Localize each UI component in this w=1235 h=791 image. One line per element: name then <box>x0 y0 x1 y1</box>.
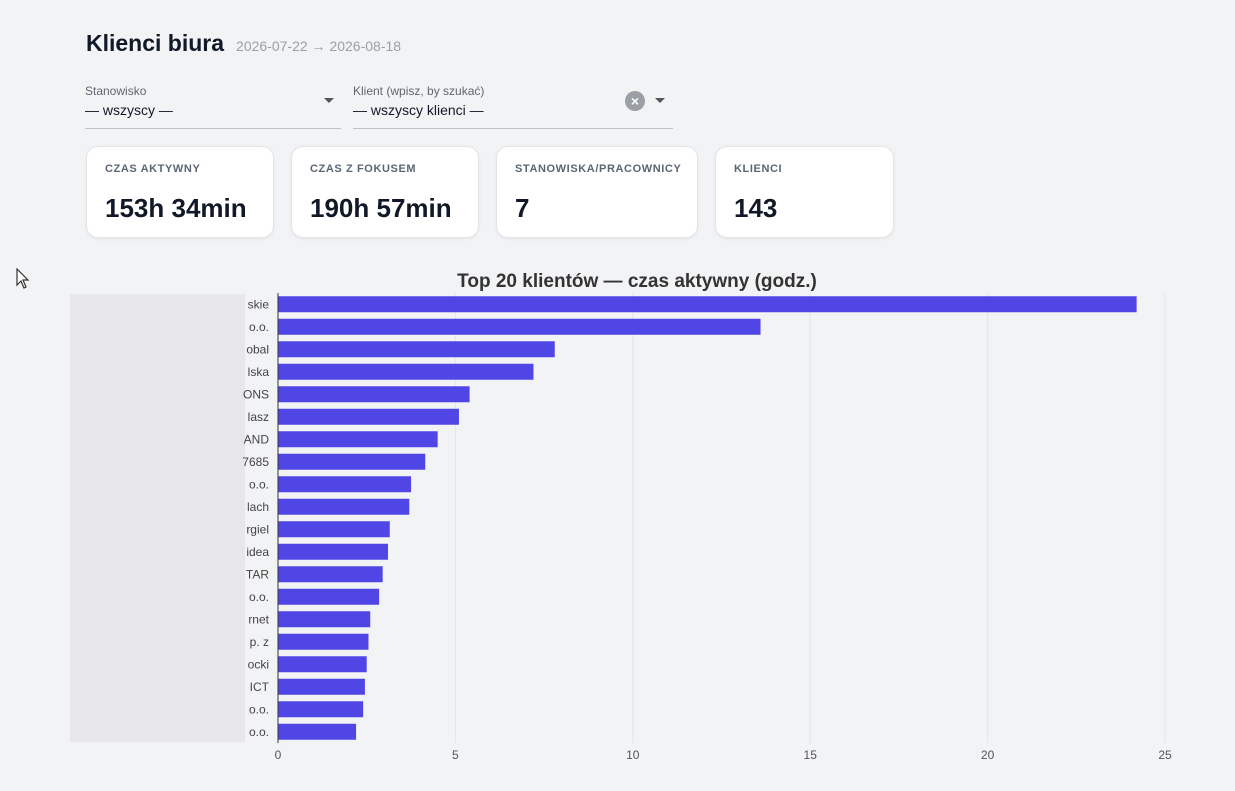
bar <box>278 611 371 628</box>
x-tick-label: 15 <box>804 748 818 762</box>
bar <box>278 633 369 650</box>
bar <box>278 588 380 605</box>
chevron-down-icon[interactable] <box>655 98 665 103</box>
bar <box>278 341 555 358</box>
category-label: lasz <box>248 410 269 424</box>
chart-title: Top 20 klientów — czas aktywny (godz.) <box>457 271 817 292</box>
client-label: Klient (wpisz, by szukać) <box>353 84 485 98</box>
category-label: o.o. <box>249 590 269 604</box>
station-label: Stanowisko <box>85 84 147 98</box>
category-label: idea <box>246 545 269 559</box>
x-tick-label: 0 <box>275 748 282 762</box>
chevron-down-icon[interactable] <box>324 98 334 103</box>
mouse-pointer-icon <box>16 268 30 289</box>
category-label: TAR <box>246 567 269 581</box>
bar <box>278 521 390 538</box>
kpi-label: STANOWISKA/PRACOWNICY <box>515 163 682 175</box>
bar <box>278 701 364 718</box>
bar <box>278 386 470 403</box>
category-label: p. z <box>250 635 269 649</box>
top-clients-chart: Top 20 klientów — czas aktywny (godz.) 0 5… <box>70 271 1172 762</box>
kpi-card-focus-time: CZAS Z FOKUSEM 190h 57min <box>291 146 479 238</box>
bar <box>278 656 367 673</box>
category-label: ocki <box>248 657 269 671</box>
x-tick-label: 10 <box>626 748 640 762</box>
redacted-labels <box>70 294 245 742</box>
category-label: rgiel <box>246 522 269 536</box>
category-label: obal <box>246 342 269 356</box>
kpi-label: CZAS Z FOKUSEM <box>310 163 417 175</box>
kpi-label: CZAS AKTYWNY <box>105 163 201 175</box>
bar <box>278 296 1137 313</box>
bar <box>278 566 383 583</box>
bar <box>278 498 410 515</box>
kpi-value: 143 <box>734 193 778 223</box>
bar <box>278 723 357 740</box>
kpi-card-stations: STANOWISKA/PRACOWNICY 7 <box>496 146 698 238</box>
kpi-card-active-time: CZAS AKTYWNY 153h 34min <box>86 146 274 238</box>
bar <box>278 408 459 425</box>
x-tick-label: 5 <box>452 748 459 762</box>
clear-icon[interactable]: × <box>625 91 645 111</box>
station-select[interactable]: Stanowisko — wszyscy — <box>85 84 341 129</box>
category-label: rnet <box>248 612 269 626</box>
bar <box>278 543 388 560</box>
category-label: o.o. <box>249 725 269 739</box>
category-label: o.o. <box>249 477 269 491</box>
client-value: — wszyscy klienci — <box>353 102 484 118</box>
category-label: lach <box>247 500 269 514</box>
kpi-card-clients: KLIENCI 143 <box>715 146 894 238</box>
station-value: — wszyscy — <box>85 102 173 118</box>
bar <box>278 453 426 470</box>
category-label: o.o. <box>249 320 269 334</box>
bar <box>278 431 438 448</box>
page-title: Klienci biura <box>86 30 225 56</box>
kpi-value: 190h 57min <box>310 193 452 223</box>
category-label: lska <box>248 365 270 379</box>
category-label: AND <box>244 432 270 446</box>
x-tick-label: 25 <box>1158 748 1172 762</box>
kpi-value: 7 <box>515 193 530 223</box>
category-label: ICT <box>250 680 270 694</box>
category-label: o.o. <box>249 702 269 716</box>
category-label: 7685 <box>242 455 269 469</box>
bar <box>278 363 534 380</box>
bar <box>278 476 412 493</box>
kpi-label: KLIENCI <box>734 163 783 175</box>
kpi-value: 153h 34min <box>105 193 247 223</box>
page-header: Klienci biura 2026-07-22 → 2026-08-18 <box>86 30 401 57</box>
x-tick-label: 20 <box>981 748 995 762</box>
category-label: skie <box>248 297 270 311</box>
bar <box>278 318 761 335</box>
bar <box>278 678 365 695</box>
date-range: 2026-07-22 → 2026-08-18 <box>236 38 402 54</box>
client-select[interactable]: Klient (wpisz, by szukać) — wszyscy klie… <box>353 84 673 129</box>
category-label: ONS <box>243 387 269 401</box>
